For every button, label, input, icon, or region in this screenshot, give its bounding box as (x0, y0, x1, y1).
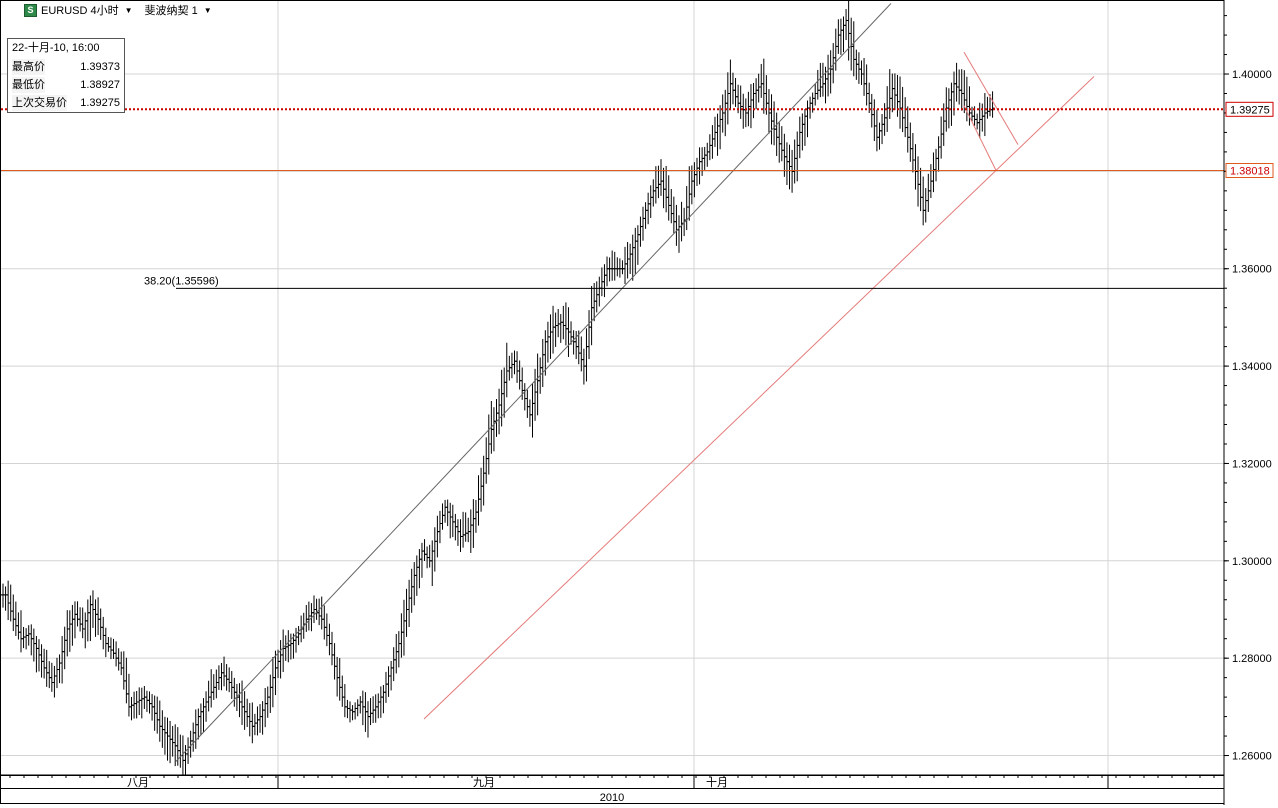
info-row-last: 上次交易价 1.39275 (8, 94, 124, 112)
info-label: 上次交易价 (12, 95, 67, 111)
info-row-low: 最低价 1.38927 (8, 76, 124, 94)
y-tick-label: 1.36000 (1232, 264, 1272, 276)
y-tick-label: 1.34000 (1232, 361, 1272, 373)
chart-header: S EURUSD 4小时 ▼ 斐波纳契 1 ▼ (24, 2, 220, 18)
info-value: 1.39275 (80, 97, 120, 109)
study-selector[interactable]: 斐波纳契 1 (144, 5, 198, 17)
trend-channel-line (175, 3, 892, 762)
trend-support-line (423, 76, 1095, 720)
price-marker-label: 1.38018 (1230, 166, 1270, 178)
time-axis-years (0, 788, 1225, 804)
chevron-down-icon[interactable]: ▼ (124, 5, 133, 15)
price-marker-box (1225, 101, 1274, 117)
x-month-label: 八月 (127, 777, 149, 789)
price-marker-label: 1.39275 (1230, 104, 1270, 116)
info-value: 1.39373 (80, 61, 120, 73)
data-window: 22-十月-10, 16:00 最高价 1.39373 最低价 1.38927 … (7, 38, 125, 113)
plot-frame (0, 0, 1225, 776)
symbol-selector[interactable]: EURUSD 4小时 (41, 5, 119, 17)
info-value: 1.38927 (80, 79, 120, 91)
info-label: 最低价 (12, 77, 45, 93)
y-tick-label: 1.28000 (1232, 653, 1272, 665)
fib-level-label: 38.20(1.35596) (144, 275, 219, 287)
chevron-down-icon[interactable]: ▼ (203, 5, 212, 15)
wedge-lower-line (963, 105, 997, 171)
info-row-high: 最高价 1.39373 (8, 58, 124, 76)
x-month-label: 九月 (473, 776, 495, 789)
y-tick-label: 1.26000 (1232, 751, 1272, 763)
info-date: 22-十月-10, 16:00 (12, 42, 100, 54)
price-marker-box (1225, 163, 1274, 179)
y-tick-label: 1.32000 (1232, 458, 1272, 470)
wedge-upper-line (963, 51, 1019, 145)
y-tick-label: 1.30000 (1232, 556, 1272, 568)
x-year-label: 2010 (600, 792, 624, 804)
y-tick-label: 1.40000 (1232, 69, 1272, 81)
info-label: 最高价 (12, 59, 45, 75)
instrument-icon: S (24, 3, 37, 17)
x-month-label: 十月 (706, 775, 728, 789)
